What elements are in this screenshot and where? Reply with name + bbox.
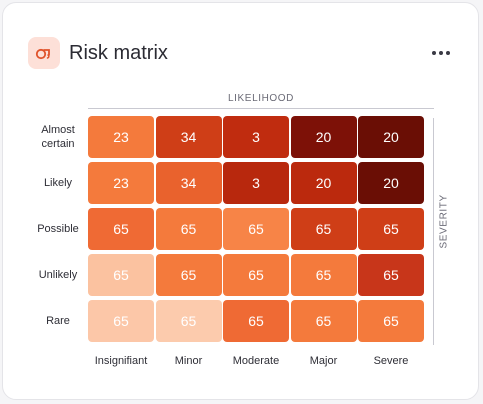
heatmap-cell[interactable]: 23: [88, 162, 154, 204]
heatmap-cell[interactable]: 65: [223, 254, 289, 296]
heatmap-cell[interactable]: 20: [290, 162, 357, 204]
heatmap-cell[interactable]: 65: [155, 254, 222, 296]
y-axis-title: SEVERITY: [438, 194, 450, 249]
y-tick-label: Possible: [37, 223, 79, 235]
heatmap-cell[interactable]: 23: [88, 116, 154, 158]
heatmap-cell[interactable]: 20: [358, 116, 424, 158]
risk-matrix-card: Risk matrix LIKELIHOOD SEVERITY Almost c…: [2, 2, 479, 400]
heatmap-cell[interactable]: 34: [155, 162, 222, 204]
heatmap-cell[interactable]: 65: [155, 208, 222, 250]
heatmap-cell[interactable]: 65: [88, 208, 154, 250]
x-axis-title: LIKELIHOOD: [227, 93, 295, 104]
y-tick-label: Likely: [43, 177, 73, 189]
y-axis-line: [433, 118, 434, 345]
heatmap-cell[interactable]: 65: [290, 208, 357, 250]
x-tick-label: Insignifiant: [94, 355, 148, 367]
heatmap-cell[interactable]: 65: [290, 254, 357, 296]
heatmap-cell[interactable]: 65: [358, 254, 424, 296]
x-tick-label: Minor: [174, 355, 203, 367]
heatmap-cell[interactable]: 65: [88, 300, 154, 342]
heatmap-cell[interactable]: 3: [223, 162, 289, 204]
heatmap-cell[interactable]: 65: [155, 300, 222, 342]
y-tick-label: Unlikely: [38, 269, 78, 281]
x-tick-label: Moderate: [232, 355, 280, 367]
heatmap-cell[interactable]: 65: [290, 300, 357, 342]
more-options-icon[interactable]: [429, 43, 453, 63]
widget-title: Risk matrix: [69, 42, 168, 64]
y-tick-label: Almost certain: [41, 124, 75, 150]
heatmap-cell[interactable]: 65: [223, 208, 289, 250]
link-icon: [35, 48, 50, 60]
heatmap-cell[interactable]: 20: [358, 162, 424, 204]
heatmap-cell[interactable]: 34: [155, 116, 222, 158]
x-tick-label: Major: [309, 355, 338, 367]
heatmap-cell[interactable]: 65: [358, 300, 424, 342]
heatmap-cell[interactable]: 65: [223, 300, 289, 342]
y-tick-label: Rare: [46, 315, 70, 327]
x-axis-line: [88, 108, 434, 109]
heatmap-cell[interactable]: 3: [223, 116, 289, 158]
heatmap-cell[interactable]: 20: [290, 116, 357, 158]
x-tick-label: Severe: [373, 355, 409, 367]
risk-matrix-icon: [28, 37, 60, 69]
heatmap-cell[interactable]: 65: [88, 254, 154, 296]
heatmap-cell[interactable]: 65: [358, 208, 424, 250]
